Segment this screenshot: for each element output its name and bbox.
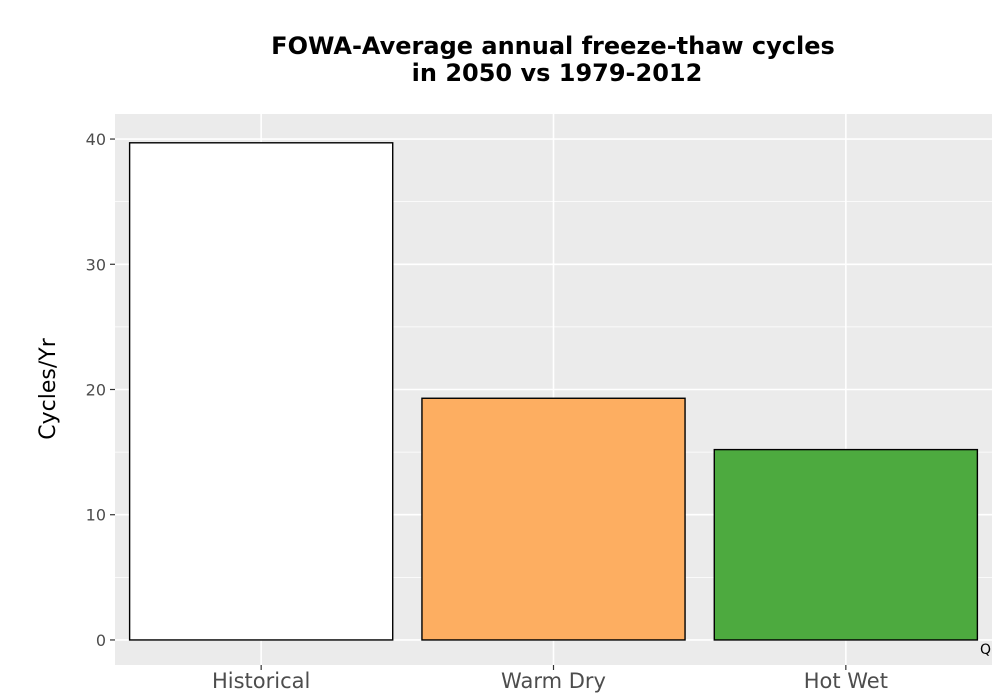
chart-title-line-1: FOWA-Average annual freeze-thaw cycles: [271, 32, 835, 60]
y-tick-label: 20: [86, 381, 106, 400]
chart-title-line-2: in 2050 vs 1979-2012: [412, 59, 703, 87]
corner-mark-label: Q: [980, 642, 991, 658]
bar-hot-wet: [713, 448, 979, 641]
y-axis: 0 10 20 30 40: [86, 130, 115, 650]
y-tick-label: 10: [86, 506, 106, 525]
x-tick-label: Warm Dry: [501, 669, 606, 693]
bars-group: [128, 142, 979, 641]
y-tick-label: 0: [96, 631, 106, 650]
y-tick-label: 40: [86, 130, 106, 149]
x-tick-label: Historical: [212, 669, 310, 693]
x-axis: Historical Warm Dry Hot Wet: [212, 665, 888, 693]
y-tick-label: 30: [86, 255, 106, 274]
y-axis-title: Cycles/Yr: [36, 337, 61, 439]
bar-warm-dry: [421, 397, 686, 641]
x-tick-label: Hot Wet: [804, 669, 888, 693]
bar-historical: [128, 142, 394, 641]
